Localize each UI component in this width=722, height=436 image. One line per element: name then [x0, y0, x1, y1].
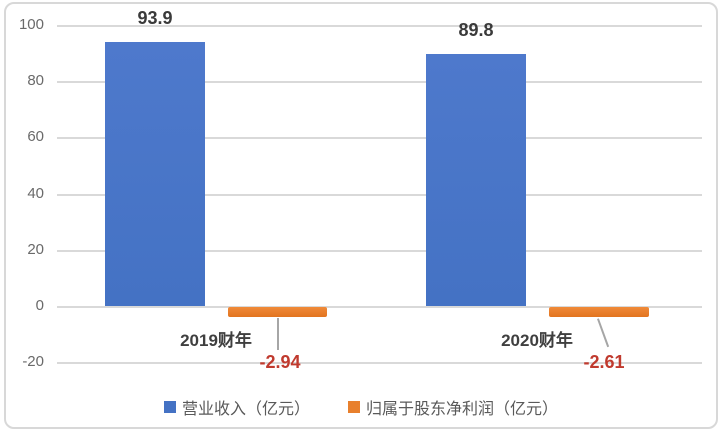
leader-line-2019 — [277, 318, 279, 350]
y-axis-tick: 40 — [27, 185, 44, 202]
legend-item-revenue: 营业收入（亿元） — [163, 395, 310, 419]
legend: 营业收入（亿元） 归属于股东净利润（亿元） — [0, 395, 722, 419]
legend-item-profit: 归属于股东净利润（亿元） — [348, 395, 558, 419]
profit-value-2020: -2.61 — [583, 352, 625, 372]
gridline-20 — [57, 250, 702, 252]
gridline-80 — [57, 81, 702, 83]
profit-swatch-icon — [348, 401, 360, 413]
category-label-2019: 2019财年 — [180, 331, 252, 350]
revenue-bar-2020 — [426, 54, 526, 306]
gridline-0 — [57, 306, 702, 308]
category-label-2020: 2020财年 — [501, 331, 573, 350]
gridline-100 — [57, 25, 702, 27]
y-axis-tick: 100 — [18, 16, 44, 33]
revenue-value-2020: 89.8 — [458, 20, 494, 40]
profit-bar-2020 — [549, 307, 649, 317]
gridline-60 — [57, 137, 702, 139]
profit-value-2019: -2.94 — [259, 352, 301, 372]
chart-border — [4, 2, 718, 429]
revenue-bar-2019 — [105, 42, 205, 306]
revenue-swatch-icon — [163, 401, 176, 413]
y-axis-tick: 0 — [35, 297, 44, 314]
legend-label-profit: 归属于股东净利润（亿元） — [366, 401, 559, 418]
revenue-value-2019: 93.9 — [137, 8, 173, 28]
gridline-40 — [57, 194, 702, 196]
y-axis-tick: 80 — [27, 72, 44, 89]
gridline-neg20 — [57, 362, 702, 364]
profit-bar-2019 — [228, 307, 327, 317]
legend-label-revenue: 营业收入（亿元） — [181, 401, 310, 418]
y-axis-tick: -20 — [22, 353, 44, 370]
y-axis-tick: 60 — [27, 128, 44, 145]
y-axis-tick: 20 — [27, 241, 44, 258]
